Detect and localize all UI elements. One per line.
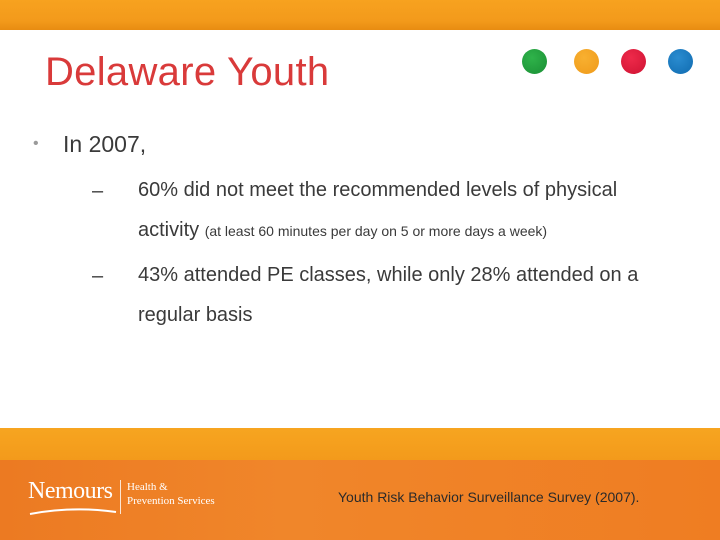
sub-item-2-main: 43% attended PE classes, while only 28% … xyxy=(138,264,639,326)
sub-item-2: 43% attended PE classes, while only 28% … xyxy=(138,255,683,335)
green-dot-icon xyxy=(522,49,547,74)
top-accent-bar xyxy=(0,0,720,30)
orange-dot-icon xyxy=(574,49,599,74)
slide-title: Delaware Youth xyxy=(45,50,330,94)
red-dot-icon xyxy=(621,49,646,74)
logo-divider xyxy=(120,480,121,514)
bottom-accent-band xyxy=(0,428,720,460)
sub-item-1: 60% did not meet the recommended levels … xyxy=(138,170,683,251)
sub-item-1-note: (at least 60 minutes per day on 5 or mor… xyxy=(204,223,548,239)
logo-wordmark: Nemours xyxy=(28,478,113,504)
dash-icon: – xyxy=(92,180,104,202)
swoosh-icon xyxy=(29,508,117,515)
logo-subtitle-line1: Health & xyxy=(127,481,168,493)
dash-icon: – xyxy=(92,265,104,287)
bullet-text: In 2007, xyxy=(63,131,147,157)
sub-item-1-main: 60% did not meet the recommended levels … xyxy=(138,179,618,241)
source-citation: Youth Risk Behavior Surveillance Survey … xyxy=(338,489,640,505)
blue-dot-icon xyxy=(668,49,693,74)
bullet-dot-icon: • xyxy=(33,135,39,152)
logo-subtitle-line2: Prevention Services xyxy=(127,495,215,507)
decorative-dots xyxy=(522,49,702,75)
